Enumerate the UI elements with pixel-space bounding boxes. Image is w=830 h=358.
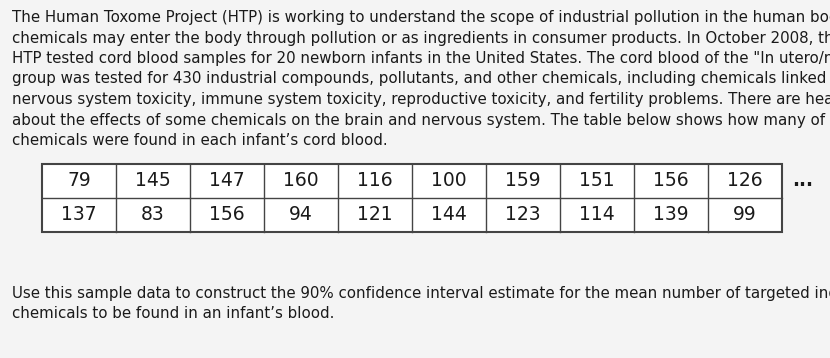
Text: 144: 144 [431,205,467,224]
Bar [42,164,782,232]
Text: 147: 147 [209,171,245,190]
Text: about the effects of some chemicals on the brain and nervous system. The table b: about the effects of some chemicals on t… [12,112,830,127]
Text: The Human Toxome Project (HTP) is working to understand the scope of industrial : The Human Toxome Project (HTP) is workin… [12,10,830,25]
Text: 83: 83 [141,205,165,224]
Text: group was tested for 430 industrial compounds, pollutants, and other chemicals, : group was tested for 430 industrial comp… [12,72,830,87]
Text: 100: 100 [432,171,466,190]
Text: Use this sample data to construct the 90% confidence interval estimate for the m: Use this sample data to construct the 90… [12,286,830,301]
Text: nervous system toxicity, immune system toxicity, reproductive toxicity, and fert: nervous system toxicity, immune system t… [12,92,830,107]
Text: chemicals were found in each infant’s cord blood.: chemicals were found in each infant’s co… [12,133,388,148]
Text: chemicals to be found in an infant’s blood.: chemicals to be found in an infant’s blo… [12,306,334,321]
Text: 156: 156 [653,171,689,190]
Text: 121: 121 [357,205,393,224]
Text: 160: 160 [283,171,319,190]
Text: chemicals may enter the body through pollution or as ingredients in consumer pro: chemicals may enter the body through pol… [12,30,830,45]
Text: 159: 159 [505,171,541,190]
Text: ...: ... [792,171,813,190]
Text: 116: 116 [357,171,393,190]
Text: 126: 126 [727,171,763,190]
Text: 114: 114 [579,205,615,224]
Text: 145: 145 [135,171,171,190]
Text: 151: 151 [579,171,615,190]
Text: 137: 137 [61,205,97,224]
Text: 99: 99 [733,205,757,224]
Text: 139: 139 [653,205,689,224]
Text: 123: 123 [505,205,541,224]
Text: 156: 156 [209,205,245,224]
Text: 94: 94 [289,205,313,224]
Text: 79: 79 [67,171,90,190]
Text: HTP tested cord blood samples for 20 newborn infants in the United States. The c: HTP tested cord blood samples for 20 new… [12,51,830,66]
